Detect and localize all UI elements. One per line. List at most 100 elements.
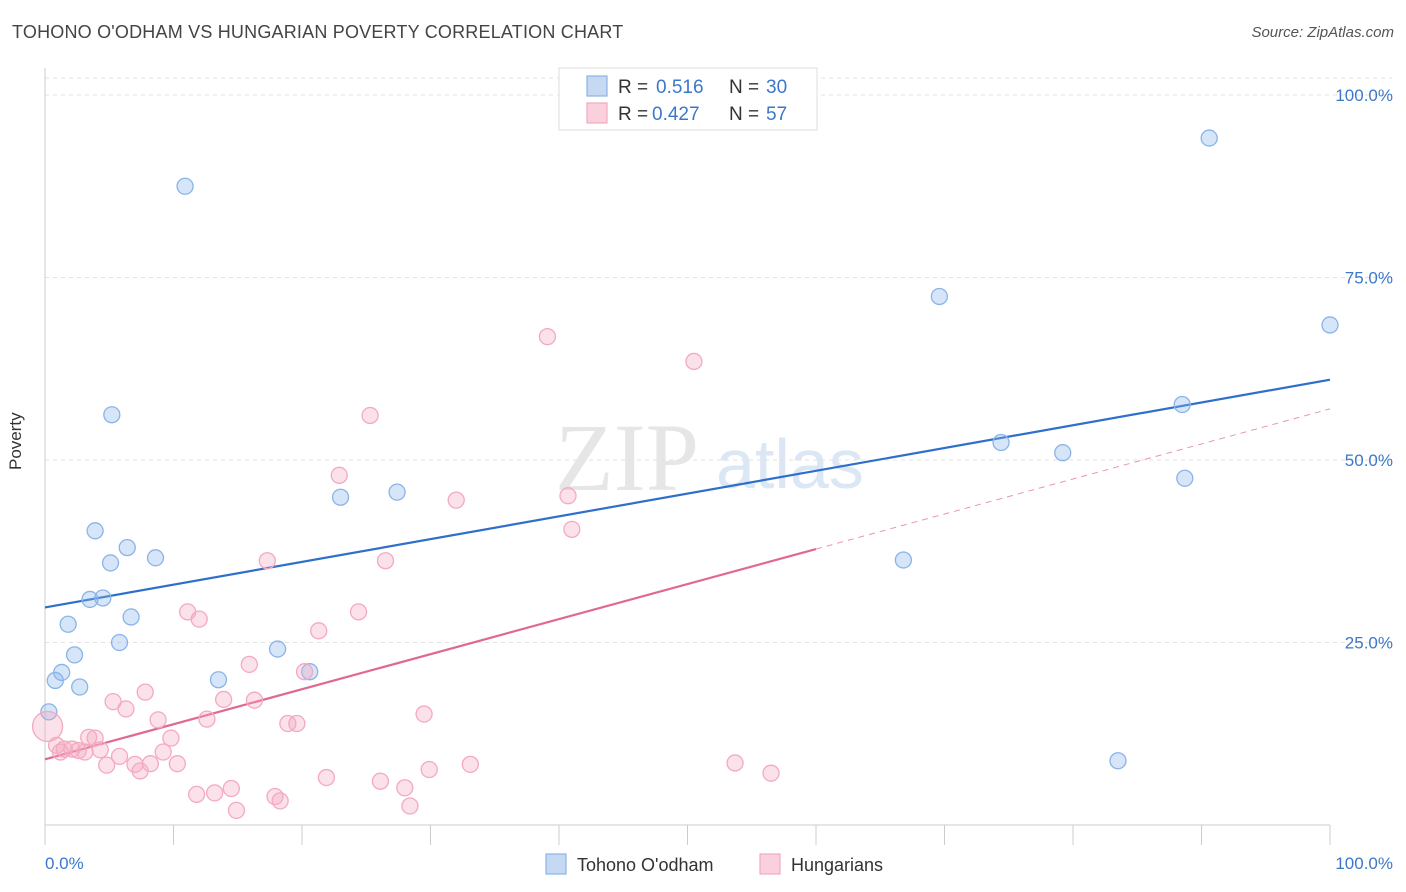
point-hungarians-21 — [168, 755, 187, 773]
y-tick-label-100: 100.0% — [1335, 86, 1393, 105]
point-tohono-16 — [209, 671, 228, 689]
stats-legend: R = 0.516 N = 30 R = 0.427 N = 57 — [558, 67, 818, 131]
point-hungarians-42 — [361, 406, 379, 425]
stats-r-value-hungarians: 0.427 — [652, 104, 700, 125]
point-hungarians-19 — [154, 743, 172, 761]
point-hungarians-36 — [288, 714, 306, 733]
point-hungarians-49 — [447, 491, 465, 509]
point-hungarians-6 — [76, 743, 94, 761]
point-hungarians-20 — [162, 729, 180, 747]
point-hungarians-16 — [136, 683, 154, 701]
point-hungarians-18 — [149, 711, 167, 729]
point-hungarians-52 — [559, 487, 577, 505]
point-tohono-26 — [1173, 395, 1191, 414]
stats-r-label-hungarians: R = — [618, 104, 648, 125]
point-hungarians-37 — [295, 663, 314, 681]
trend-lines — [44, 378, 1331, 761]
point-hungarians-13 — [117, 700, 135, 718]
stats-swatch-hungarians — [586, 102, 608, 124]
point-hungarians-0 — [31, 710, 64, 743]
point-hungarians-43 — [371, 772, 390, 790]
point-hungarians-17 — [141, 755, 160, 773]
axes — [44, 68, 1331, 845]
legend-label-tohono: Tohono O'odham — [577, 855, 714, 875]
point-tohono-25 — [1109, 752, 1127, 770]
point-tohono-6 — [81, 590, 99, 609]
point-tohono-27 — [1176, 469, 1194, 487]
point-hungarians-51 — [538, 327, 557, 346]
point-tohono-15 — [176, 177, 194, 195]
point-hungarians-46 — [401, 797, 419, 815]
x-tick-labels: 0.0% 100.0% — [45, 854, 1393, 873]
y-tick-label-50: 50.0% — [1345, 451, 1393, 470]
point-hungarians-34 — [271, 792, 289, 810]
point-tohono-5 — [71, 678, 89, 696]
point-tohono-10 — [103, 406, 121, 424]
point-hungarians-29 — [227, 801, 246, 820]
chart-source: Source: ZipAtlas.com — [1251, 24, 1394, 41]
point-hungarians-53 — [563, 520, 581, 538]
stats-n-label-hungarians: N = — [729, 104, 759, 125]
point-tohono-8 — [94, 589, 112, 607]
point-hungarians-44 — [376, 552, 395, 570]
point-tohono-2 — [53, 663, 71, 682]
point-tohono-11 — [110, 633, 129, 652]
point-hungarians-27 — [214, 690, 233, 709]
point-hungarians-41 — [349, 603, 368, 621]
point-tohono-29 — [1321, 316, 1339, 334]
point-tohono-23 — [992, 433, 1010, 452]
stats-n-value-tohono: 30 — [766, 77, 787, 98]
y-tick-labels: 25.0% 50.0% 75.0% 100.0% — [1335, 86, 1393, 653]
point-hungarians-26 — [205, 784, 224, 802]
point-tohono-9 — [101, 554, 120, 572]
data-points — [31, 129, 1339, 820]
point-tohono-28 — [1200, 129, 1218, 147]
point-tohono-19 — [331, 488, 350, 506]
point-hungarians-10 — [98, 756, 116, 774]
point-tohono-3 — [59, 615, 77, 633]
point-tohono-7 — [86, 522, 104, 540]
trend-line-hungarians — [44, 547, 817, 761]
point-tohono-24 — [1054, 444, 1072, 462]
x-tick-label-max: 100.0% — [1335, 854, 1393, 873]
y-tick-label-75: 75.0% — [1345, 269, 1393, 288]
trend-line-hungarians-extension — [815, 408, 1331, 550]
point-hungarians-28 — [222, 779, 240, 798]
point-hungarians-4 — [63, 740, 81, 758]
point-hungarians-24 — [190, 610, 208, 628]
chart-title: TOHONO O'ODHAM VS HUNGARIAN POVERTY CORR… — [12, 22, 624, 42]
stats-r-label-tohono: R = — [618, 77, 648, 98]
point-hungarians-54 — [685, 352, 703, 371]
point-hungarians-31 — [245, 691, 264, 709]
point-tohono-4 — [65, 646, 84, 664]
stats-n-label-tohono: N = — [729, 77, 759, 98]
point-tohono-21 — [894, 551, 913, 569]
point-hungarians-56 — [762, 764, 780, 782]
point-tohono-17 — [268, 640, 287, 658]
point-hungarians-50 — [461, 755, 479, 774]
point-tohono-12 — [118, 538, 136, 557]
point-hungarians-55 — [726, 754, 744, 772]
point-hungarians-32 — [258, 552, 276, 570]
point-tohono-18 — [301, 663, 319, 681]
point-tohono-20 — [388, 483, 406, 501]
point-hungarians-38 — [310, 622, 328, 640]
stats-n-value-hungarians: 57 — [766, 104, 787, 125]
point-hungarians-11 — [104, 692, 122, 711]
point-tohono-13 — [122, 608, 140, 626]
grid — [45, 77, 1392, 643]
y-tick-label-25: 25.0% — [1345, 634, 1393, 653]
watermark-atlas: atlas — [716, 425, 864, 503]
x-tick-label-min: 0.0% — [45, 854, 84, 873]
legend-swatch-hungarians — [759, 853, 781, 875]
point-hungarians-23 — [187, 785, 206, 803]
point-hungarians-25 — [198, 710, 216, 728]
legend-label-hungarians: Hungarians — [791, 855, 883, 875]
series-legend: Tohono O'odham Hungarians — [545, 853, 883, 875]
point-tohono-22 — [930, 287, 949, 306]
point-hungarians-39 — [317, 768, 336, 787]
point-hungarians-47 — [415, 705, 433, 723]
point-hungarians-9 — [91, 741, 109, 759]
point-hungarians-5 — [69, 741, 88, 760]
